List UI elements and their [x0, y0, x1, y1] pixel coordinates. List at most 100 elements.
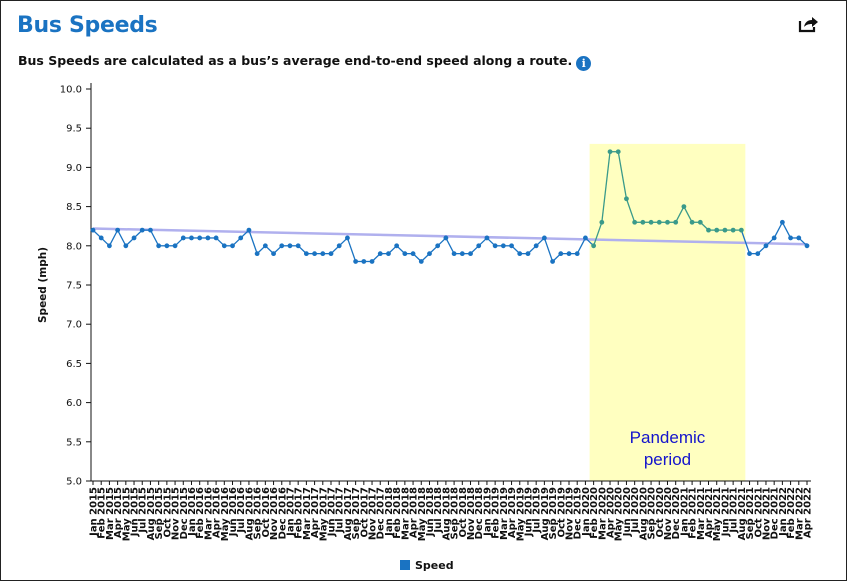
data-point — [492, 243, 498, 249]
info-icon[interactable]: i — [576, 56, 592, 71]
series-segment — [773, 221, 783, 239]
x-tick-label: Oct 2016 — [261, 487, 272, 538]
data-point — [246, 227, 252, 233]
data-point — [443, 235, 449, 241]
data-point — [468, 251, 473, 257]
series-segment — [149, 229, 160, 247]
data-point — [410, 251, 416, 257]
x-tick-label: Nov 2019 — [565, 487, 576, 540]
x-tick-label: Nov 2018 — [466, 487, 477, 540]
data-point — [509, 243, 514, 249]
legend[interactable]: Speed — [400, 559, 454, 572]
x-tick-label: Nov 2016 — [269, 487, 280, 540]
data-point — [796, 235, 802, 241]
x-tick-label: Feb 2019 — [491, 487, 502, 539]
x-tick-label: Apr 2021 — [704, 487, 715, 538]
pandemic-label-line2: period — [644, 450, 691, 469]
legend-label: Speed — [415, 559, 454, 572]
x-tick-label: Aug 2016 — [244, 487, 255, 540]
x-tick-label: Apr 2018 — [409, 487, 420, 538]
data-point — [107, 243, 112, 249]
x-tick-label: Apr 2022 — [803, 487, 814, 538]
data-point — [361, 259, 367, 264]
data-point — [681, 204, 687, 210]
data-point — [238, 235, 244, 241]
x-tick-label: Dec 2020 — [671, 487, 682, 539]
data-point — [115, 227, 121, 233]
series-segment — [781, 221, 792, 239]
data-point — [427, 251, 432, 257]
data-point — [541, 235, 547, 241]
series-segment — [593, 222, 603, 247]
x-tick-label: Jan 2016 — [187, 487, 198, 537]
series-segment — [617, 151, 628, 199]
x-tick-label: Jun 2019 — [523, 487, 534, 537]
x-tick-label: Mar 2017 — [302, 487, 313, 540]
data-point — [345, 235, 350, 241]
data-point — [254, 251, 260, 257]
data-point — [172, 243, 178, 249]
x-tick-label: Jun 2015 — [130, 487, 141, 537]
x-tick-label: Sep 2020 — [647, 487, 658, 539]
series-segment — [625, 198, 636, 223]
data-point — [205, 235, 211, 241]
x-tick-label: Mar 2019 — [499, 487, 510, 540]
page-title: Bus Speeds — [17, 13, 158, 38]
x-tick-label: Oct 2018 — [458, 487, 469, 538]
data-point — [788, 235, 793, 241]
series-segment — [346, 237, 357, 262]
data-point — [394, 243, 400, 249]
data-point — [624, 196, 629, 202]
data-point — [714, 227, 720, 233]
data-point — [640, 219, 646, 225]
x-tick-label: Apr 2019 — [507, 487, 518, 538]
y-tick-label: 10.0 — [60, 85, 82, 96]
data-point — [451, 251, 457, 257]
data-point — [738, 227, 744, 233]
x-tick-label: Sep 2019 — [548, 487, 559, 539]
x-tick-label: Mar 2021 — [696, 487, 707, 540]
x-tick-label: Oct 2021 — [753, 487, 764, 538]
data-point — [771, 235, 777, 241]
x-tick-label: Sep 2016 — [253, 487, 264, 539]
data-point — [697, 219, 703, 225]
x-tick-label: May 2021 — [712, 487, 723, 541]
x-tick-label: Feb 2020 — [589, 487, 600, 539]
data-point — [295, 243, 301, 249]
data-point — [656, 219, 662, 225]
x-tick-label: Mar 2015 — [105, 487, 116, 540]
data-point — [574, 251, 580, 257]
x-tick-label: Aug 2017 — [343, 487, 354, 540]
legend-swatch — [400, 560, 410, 570]
x-tick-label: Apr 2015 — [113, 487, 124, 538]
y-tick-label: 7.5 — [66, 281, 82, 292]
x-tick-label: Mar 2022 — [794, 487, 805, 540]
x-tick-label: Jan 2018 — [384, 487, 395, 537]
data-point — [213, 235, 219, 241]
x-tick-label: Nov 2020 — [663, 487, 674, 540]
data-point — [353, 259, 359, 264]
x-tick-label: Feb 2022 — [786, 487, 797, 539]
data-point — [336, 243, 342, 249]
share-icon[interactable] — [797, 13, 819, 35]
x-tick-label: Aug 2021 — [737, 487, 748, 540]
x-tick-label: May 2018 — [417, 487, 428, 541]
x-tick-label: Dec 2019 — [573, 487, 584, 539]
series-segment — [675, 206, 685, 223]
data-point — [303, 251, 309, 257]
data-point — [131, 235, 137, 241]
y-tick-label: 6.0 — [66, 398, 82, 409]
x-tick-label: Jun 2020 — [622, 487, 633, 537]
data-point — [369, 259, 375, 264]
data-point — [615, 149, 621, 155]
data-point — [599, 219, 605, 225]
x-tick-label: Nov 2021 — [761, 487, 772, 540]
data-point — [706, 227, 711, 233]
x-tick-label: Sep 2017 — [351, 487, 362, 539]
x-tick-label: Feb 2015 — [97, 487, 108, 539]
x-tick-label: Sep 2021 — [745, 487, 756, 539]
x-tick-label: Jan 2022 — [778, 487, 789, 537]
data-point — [730, 227, 736, 233]
x-tick-label: Mar 2018 — [400, 487, 411, 540]
